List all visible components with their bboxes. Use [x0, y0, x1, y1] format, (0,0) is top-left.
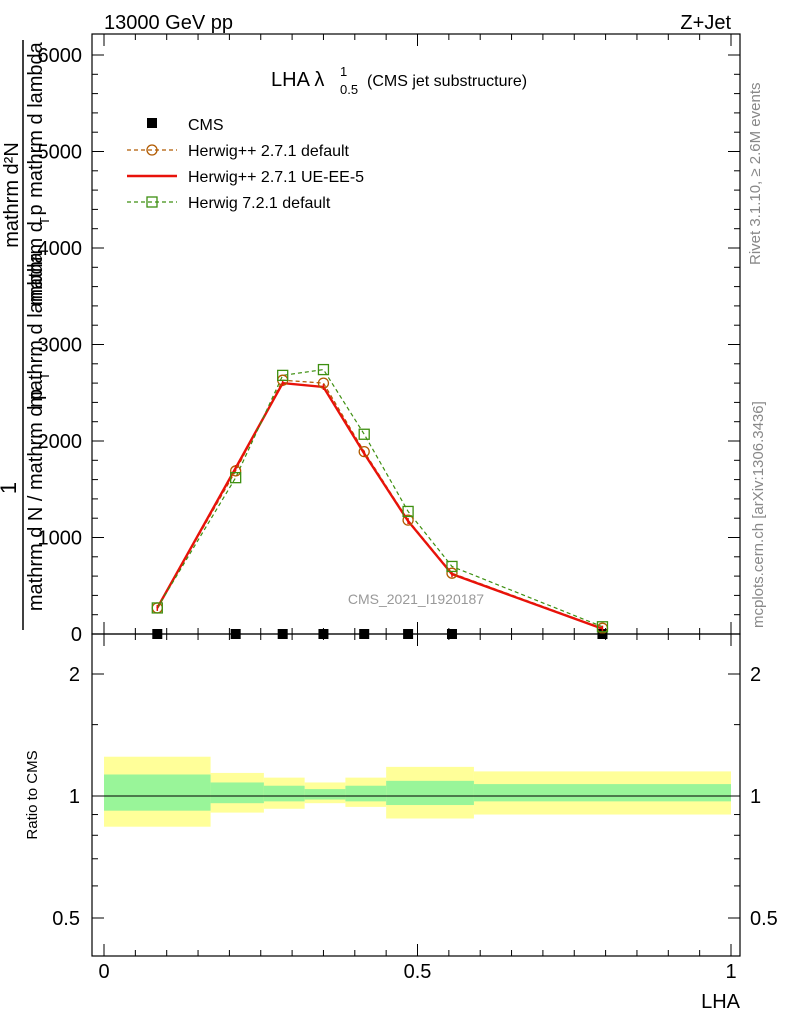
ratio-y-tick-label-right: 0.5: [750, 908, 778, 930]
x-tick-label: 1: [725, 961, 736, 983]
ratio-y-tick-label: 2: [69, 664, 80, 686]
legend-h721d-label: Herwig 7.2.1 default: [188, 195, 331, 212]
ratio-x-ticks: 0 0.5 1: [98, 634, 737, 983]
header-right: Z+Jet: [680, 12, 731, 34]
ratio-inner-band: [473, 784, 731, 802]
plot-title-sup: 1: [340, 64, 347, 79]
h721d-point: [317, 363, 330, 376]
ratio-inner-band: [210, 782, 264, 804]
ratio-frame: [91, 633, 741, 957]
y-tick-label: 0: [71, 624, 82, 646]
ratio-y-tick-label: 1: [69, 786, 80, 808]
y-tick-label: 3000: [38, 335, 83, 357]
main-x-ticks: [103, 34, 732, 634]
legend-h271d-marker: [146, 144, 158, 156]
y-tick-label: 2000: [38, 431, 83, 453]
legend: CMS Herwig++ 2.7.1 default Herwig++ 2.7.…: [127, 117, 364, 212]
x-tick-label: 0.5: [404, 961, 432, 983]
header-left: 13000 GeV pp: [104, 12, 233, 34]
h721d-point: [151, 602, 163, 614]
h271d-point: [446, 567, 458, 579]
legend-h271ue-label: Herwig++ 2.7.1 UE-EE-5: [188, 169, 364, 186]
watermark: CMS_2021_I1920187: [348, 591, 484, 607]
ylabel-one: 1: [0, 482, 21, 494]
h721d-point: [446, 560, 458, 573]
ratio-panel: 0.5 0.51 12 2 0 0.5 1 Ratio to CMS: [24, 633, 778, 983]
y-tick-label: 6000: [38, 45, 83, 67]
h271d-point: [358, 445, 370, 458]
rivet-label: Rivet 3.1.10, ≥ 2.6M events: [747, 83, 764, 266]
ratio-inner-band: [263, 785, 305, 802]
ratio-y-ticks: 0.5 0.5 1 1 2 2: [52, 664, 778, 930]
ratio-y-tick-label-right: 1: [750, 786, 761, 808]
h721d-point: [230, 472, 242, 484]
y-tick-label: 4000: [38, 238, 83, 260]
ratio-y-tick-label-right: 2: [750, 664, 761, 686]
plot-title: LHA λ 1 0.5 (CMS jet substructure): [271, 64, 527, 97]
y-tick-label: 5000: [38, 142, 83, 164]
ratio-inner-band: [304, 789, 346, 800]
ylabel-denominator-rest: mathrm d lambda: [25, 251, 47, 407]
legend-h271d-label: Herwig++ 2.7.1 default: [188, 143, 350, 160]
h721d-point: [358, 428, 370, 440]
main-panel: 0 1000 2000 3000 4000 5000 6000 LHA λ 1 0.5 (C…: [38, 33, 741, 646]
main-ylabel: 1 mathrm d²N mathrm d p T mathrm d lambd…: [0, 40, 52, 630]
ratio-inner-band: [345, 785, 387, 802]
mcplots-label: mcplots.cern.ch [arXiv:1306.3436]: [750, 401, 767, 628]
plot-title-main: LHA λ: [271, 69, 324, 91]
y-tick-label: 1000: [38, 528, 83, 550]
ylabel-denominator: mathrm d N / mathrm d p: [25, 389, 47, 611]
series-line-h721d: [156, 368, 603, 628]
xlabel: LHA: [701, 991, 741, 1013]
main-y-ticks: 0 1000 2000 3000 4000 5000 6000: [38, 45, 740, 646]
ylabel-numerator-rest: mathrm d p: [25, 204, 47, 305]
ratio-bands: [104, 756, 731, 827]
ylabel-numerator-sub: T: [37, 217, 52, 225]
h721d-point: [277, 369, 289, 382]
ratio-inner-band: [104, 774, 211, 811]
legend-cms-label: CMS: [188, 117, 224, 134]
ratio-ylabel: Ratio to CMS: [24, 750, 41, 839]
series-line-h271ue: [156, 381, 603, 630]
legend-cms-marker: [147, 118, 157, 128]
ratio-inner-band: [386, 780, 474, 806]
ylabel-numerator-tail: mathrm d lambda: [25, 41, 47, 197]
h271d-point: [402, 514, 414, 526]
h721d-point: [402, 505, 414, 518]
x-tick-label: 0: [98, 961, 109, 983]
legend-h721d-marker: [146, 196, 158, 208]
ylabel-denominator-sub: T: [37, 372, 52, 380]
h721d-point: [596, 621, 609, 633]
plot-title-paren: (CMS jet substructure): [367, 73, 527, 90]
ylabel-numerator: mathrm d²N: [1, 142, 23, 248]
ratio-y-tick-label: 0.5: [52, 908, 80, 930]
plot-title-sub: 0.5: [340, 82, 358, 97]
